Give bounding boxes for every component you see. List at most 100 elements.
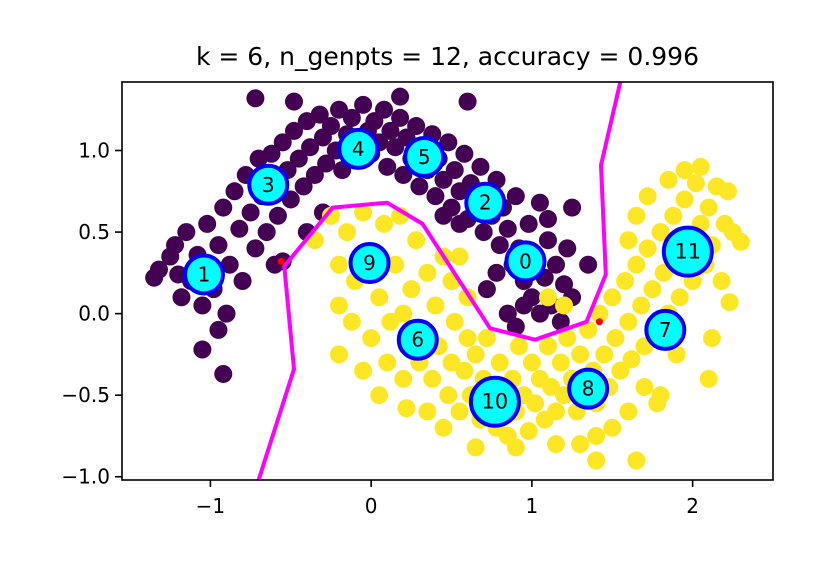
class1-point [342,312,361,331]
class1-point [375,214,394,233]
class0-point [321,117,340,136]
class0-point [166,236,185,255]
class1-point [442,353,461,372]
y-tick-label: −1.0 [61,465,110,489]
class1-point [321,206,340,225]
class0-point [262,144,281,163]
class1-point [466,345,485,364]
class0-point [434,206,453,225]
generated-point-label-4: 4 [352,137,365,161]
class1-point [670,288,689,307]
class0-point [214,364,233,383]
class0-point [407,117,426,136]
class1-point [718,182,737,201]
class1-point [643,280,662,299]
class0-point [477,280,496,299]
class1-point [418,263,437,282]
class0-point [530,193,549,212]
class1-point [370,386,389,405]
class0-point [177,223,196,242]
class1-point [547,435,565,454]
class0-point [301,138,320,157]
class0-point [391,108,410,127]
class0-point [310,105,329,124]
class1-point [611,361,630,380]
class1-point [354,203,373,222]
class1-point [731,232,750,251]
class1-point [490,353,509,372]
class1-point [627,255,646,274]
class1-point [619,312,638,331]
class1-point [590,304,609,323]
class1-point [635,378,654,397]
class0-point [193,340,212,359]
class1-point [555,296,574,315]
class1-point [587,451,606,470]
class0-point [233,272,252,290]
class1-point [477,329,496,348]
class1-point [699,198,718,217]
class0-point [391,87,410,106]
class1-point [686,174,705,193]
generated-point-9 [348,242,391,285]
class0-point [284,121,303,140]
class0-point [317,154,336,173]
class0-point [538,210,557,229]
class0-point [214,198,233,217]
class1-point [458,329,477,348]
class1-point [551,353,570,372]
generated-point-1 [182,253,225,296]
y-tick-label: 0.5 [78,220,110,244]
class1-point [330,255,348,274]
class1-point [526,394,545,413]
generated-point-8 [567,367,610,410]
class0-point [506,317,525,336]
class0-point [558,239,577,258]
class1-point [542,378,561,397]
class1-point [423,369,442,388]
class0-point [551,312,570,331]
class1-point [402,280,421,299]
class1-point [397,399,416,418]
generated-point-label-5: 5 [418,145,431,169]
generated-point-label-11: 11 [674,240,701,264]
generated-point-label-7: 7 [659,318,672,342]
class1-point [587,426,606,445]
class1-point [538,337,557,356]
generated-points: 0 1 2 3 4 5 6 7 8 9 10 11 [182,127,714,428]
generated-point-label-6: 6 [411,328,424,352]
class1-point [519,422,538,441]
class0-point [579,255,598,274]
class0-point [230,219,249,238]
class0-point [172,288,191,307]
class1-point [702,329,721,348]
plot-area [145,82,750,480]
class0-point [220,255,239,274]
class0-point [375,100,394,119]
misclassified-point [277,257,285,265]
generated-point-7 [644,308,687,351]
class1-point [622,350,641,369]
class1-point [381,312,400,331]
class0-point [145,268,164,287]
class1-point [445,312,464,331]
class0-point [284,92,303,111]
class0-point [289,149,308,168]
class1-point [450,247,469,266]
generated-point-label-9: 9 [363,251,376,275]
class0-point [209,320,228,339]
class0-point [273,133,292,152]
class0-point [498,304,517,323]
generated-point-5 [403,136,446,179]
class0-point [394,165,413,184]
misclassified-point [595,318,603,326]
class1-point [426,296,445,315]
class1-point [354,361,373,380]
generated-point-3 [247,163,290,206]
class1-point [638,239,657,258]
generated-point-0 [504,240,547,283]
class0-point [305,165,324,184]
class0-point [471,157,490,176]
class0-point [381,121,400,140]
